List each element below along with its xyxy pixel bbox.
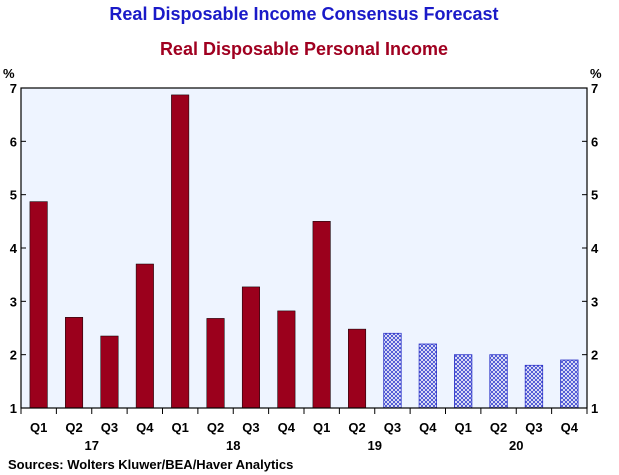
- x-tick-label: Q1: [455, 420, 472, 435]
- x-tick-label: Q2: [207, 420, 224, 435]
- chart-title: Real Disposable Income Consensus Forecas…: [109, 4, 498, 24]
- y-tick-label-right: 3: [591, 294, 598, 309]
- y-tick-label-left: 4: [10, 241, 18, 256]
- y-tick-label-right: 5: [591, 188, 598, 203]
- bar-actual-2: [100, 335, 119, 409]
- plot-border: [20, 87, 588, 409]
- x-tick-label: Q2: [490, 420, 507, 435]
- y-tick-label-right: 1: [591, 401, 598, 416]
- y-axis-unit-left: %: [3, 66, 15, 81]
- x-tick-label: Q2: [65, 420, 82, 435]
- y-tick-label-left: 5: [10, 188, 17, 203]
- y-axis-unit-right: %: [590, 66, 602, 81]
- x-tick-label: Q4: [419, 420, 437, 435]
- bar-actual-0: [29, 201, 48, 409]
- bar-actual-3: [135, 263, 154, 409]
- y-tick-label-right: 2: [591, 348, 598, 363]
- y-tick-label-left: 2: [10, 348, 17, 363]
- bar-forecast-13: [489, 354, 508, 409]
- y-tick-label-left: 3: [10, 294, 17, 309]
- bar-forecast-15: [560, 359, 579, 409]
- x-tick-label: Q1: [313, 420, 330, 435]
- bar-actual-8: [312, 221, 331, 409]
- x-tick-label: Q3: [384, 420, 401, 435]
- bar-actual-9: [348, 328, 367, 409]
- x-tick-label: Q4: [278, 420, 296, 435]
- y-tick-label-left: 1: [10, 401, 17, 416]
- bar-forecast-14: [524, 364, 544, 409]
- y-tick-label-right: 6: [591, 134, 598, 149]
- bar-forecast-10: [383, 332, 402, 409]
- bar-actual-7: [277, 310, 296, 409]
- bar-actual-4: [171, 94, 190, 409]
- y-tick-label-left: 7: [10, 81, 17, 96]
- x-tick-label: Q1: [30, 420, 47, 435]
- bar-forecast-12: [453, 354, 473, 409]
- x-year-label: 19: [368, 438, 382, 453]
- x-year-label: 20: [509, 438, 523, 453]
- y-tick-label-right: 7: [591, 81, 598, 96]
- x-tick-label: Q2: [348, 420, 365, 435]
- y-axis-ticks: 1 1 2 2 3 3 4 4 5 5 6 6 7 7: [10, 81, 599, 416]
- x-axis-ticks: Q1 Q2 Q3 Q4 Q1 Q2 Q3 Q4 Q1 Q2 Q3 Q4 Q1 Q2 Q3 Q4 17 18 19 20: [20, 408, 588, 453]
- bar-actual-1: [65, 317, 84, 409]
- x-tick-label: Q3: [101, 420, 118, 435]
- chart-subtitle: Real Disposable Personal Income: [160, 39, 448, 59]
- source-note: Sources: Wolters Kluwer/BEA/Haver Analyt…: [8, 457, 293, 472]
- bar-actual-5: [206, 318, 225, 409]
- bar-forecast-11: [418, 343, 438, 409]
- x-year-label: 18: [226, 438, 240, 453]
- x-tick-label: Q3: [242, 420, 259, 435]
- y-tick-label-right: 4: [591, 241, 599, 256]
- x-tick-label: Q3: [525, 420, 542, 435]
- bar-actual-6: [241, 286, 260, 409]
- x-tick-label: Q4: [561, 420, 579, 435]
- x-tick-label: Q1: [172, 420, 189, 435]
- y-tick-label-left: 6: [10, 134, 17, 149]
- x-year-label: 17: [85, 438, 99, 453]
- x-tick-label: Q4: [136, 420, 154, 435]
- bar-group: [29, 94, 579, 409]
